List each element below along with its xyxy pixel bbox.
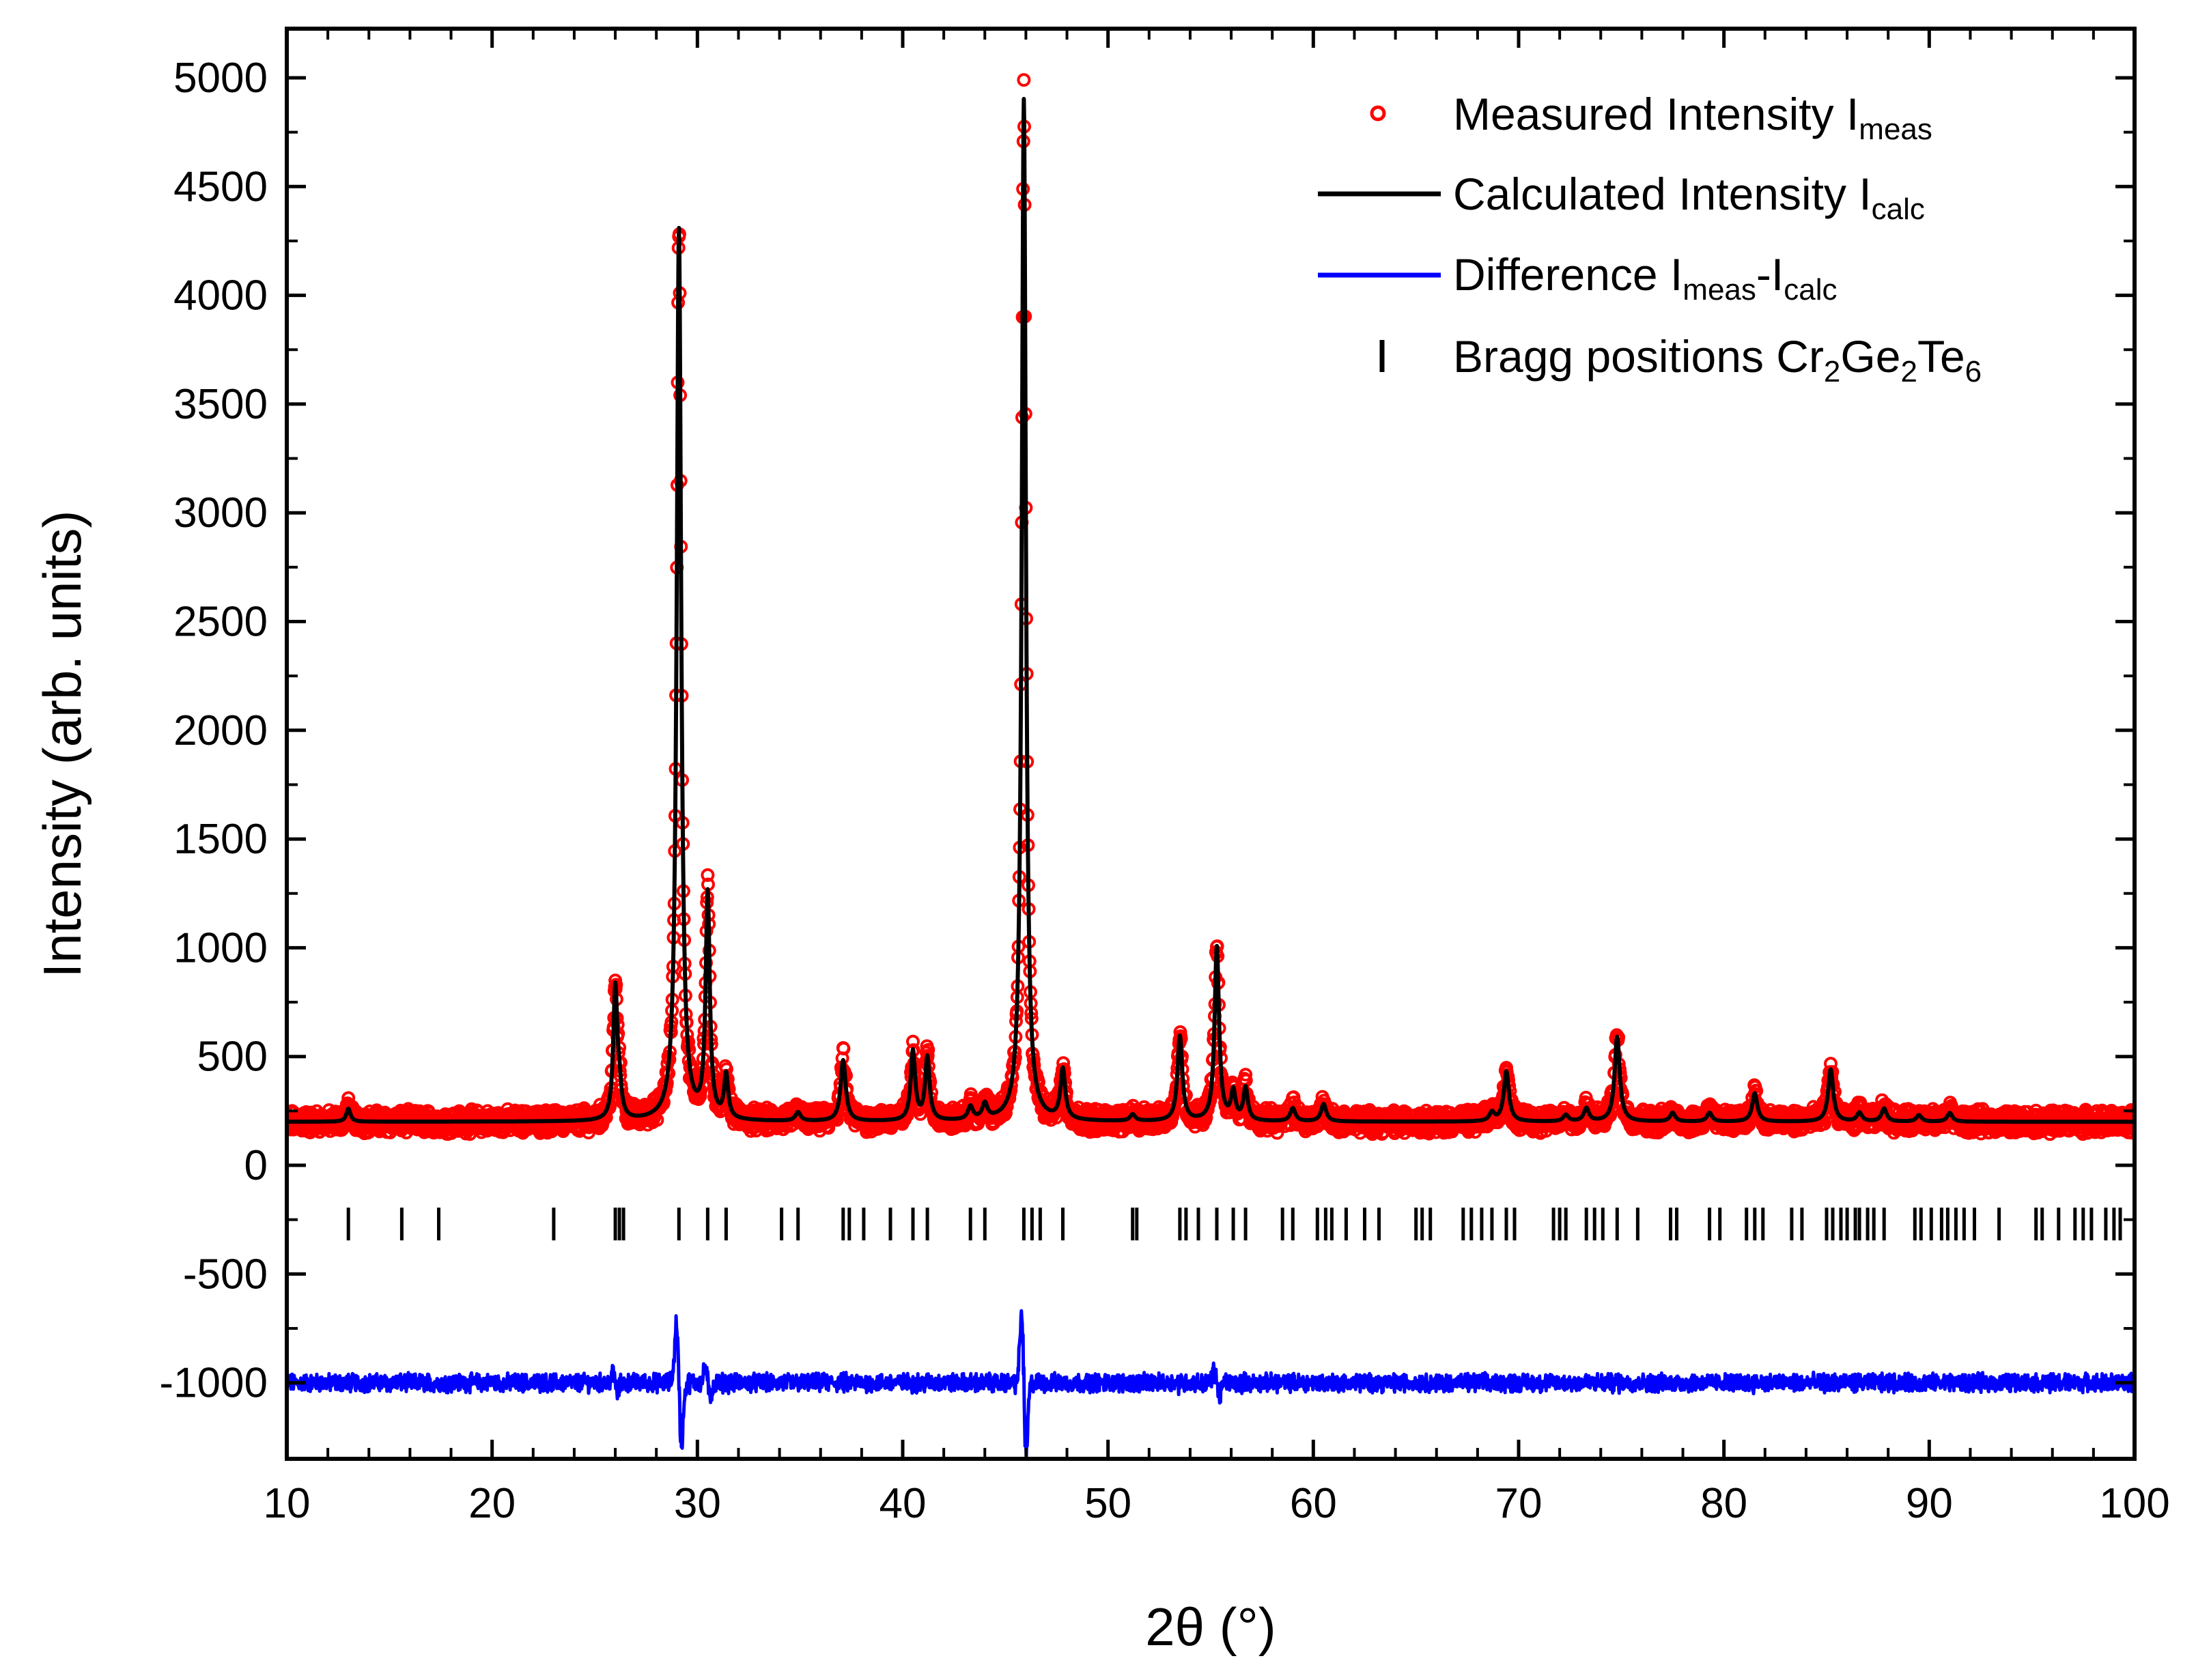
measured-point — [1017, 73, 1031, 87]
calculated-intensity-series — [287, 96, 2135, 1124]
y-tick-label: 4000 — [173, 272, 268, 319]
x-tick-label: 60 — [1290, 1480, 1337, 1527]
x-tick-label: 30 — [674, 1480, 721, 1527]
legend-marker-measured — [1370, 105, 1386, 122]
legend-label-measured: Measured Intensity Imeas — [1453, 89, 1932, 146]
y-tick-label: 4500 — [173, 163, 268, 210]
y-tick-label: 5000 — [173, 55, 268, 102]
y-tick-label: 2000 — [173, 707, 268, 754]
legend-label-calculated: Calculated Intensity Icalc — [1453, 169, 1925, 226]
x-tick-label: 90 — [1906, 1480, 1953, 1527]
y-tick-label: 1000 — [173, 924, 268, 971]
y-tick-label: 1500 — [173, 816, 268, 863]
legend-label-bragg: Bragg positions Cr2Ge2Te6 — [1453, 331, 1982, 388]
y-tick-label: 2500 — [173, 599, 268, 646]
x-tick-label: 50 — [1084, 1480, 1131, 1527]
legend-label-difference: Difference Imeas-Icalc — [1453, 249, 1837, 307]
measured-point — [701, 868, 715, 882]
x-tick-label: 20 — [468, 1480, 516, 1527]
legend: Measured Intensity Imeas Calculated Inte… — [1318, 89, 1982, 388]
x-tick-label: 70 — [1495, 1480, 1543, 1527]
y-tick-label: -500 — [183, 1251, 268, 1298]
bragg-positions-series — [346, 1208, 2122, 1240]
axis-ticks: 10 20 30 40 50 60 70 80 90 100 -1000 -500 0 500 1000 15… — [159, 29, 2170, 1527]
y-tick-label: 500 — [197, 1034, 268, 1081]
plot-frame — [285, 27, 2137, 1461]
y-tick-label: 0 — [244, 1142, 268, 1189]
measured-intensity-series — [287, 73, 2135, 1141]
x-tick-label: 100 — [2099, 1480, 2169, 1527]
y-tick-label: 3500 — [173, 381, 268, 428]
difference-line — [287, 1309, 2135, 1459]
x-tick-label: 80 — [1700, 1480, 1747, 1527]
y-tick-label: -1000 — [159, 1360, 268, 1407]
calculated-line — [287, 96, 2135, 1124]
x-axis-title: 2θ (°) — [1145, 1597, 1276, 1657]
difference-series — [287, 1309, 2135, 1459]
x-tick-label: 10 — [264, 1480, 311, 1527]
y-tick-label: 3000 — [173, 489, 268, 537]
y-axis-title: Intensity (arb. units) — [32, 511, 92, 978]
x-tick-label: 40 — [879, 1480, 927, 1527]
